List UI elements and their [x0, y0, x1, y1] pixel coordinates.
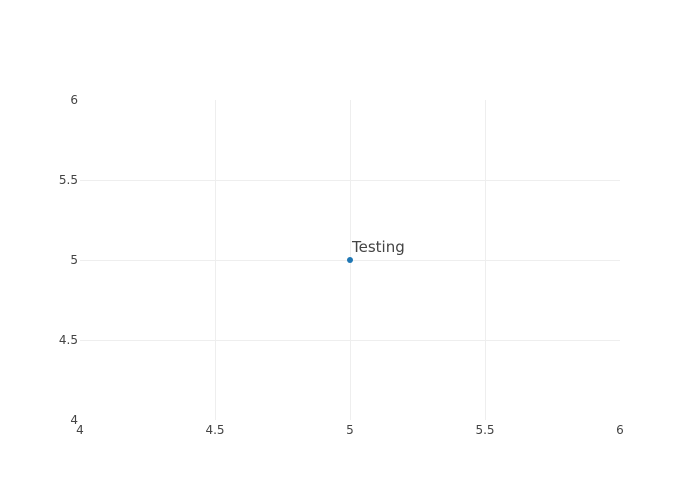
x-tick-label: 4.5	[205, 423, 224, 437]
data-point[interactable]	[347, 257, 353, 263]
x-tick-label: 4	[76, 423, 84, 437]
data-point-label: Testing	[351, 238, 405, 256]
x-tick-label: 5	[346, 423, 354, 437]
y-tick-label: 6	[70, 93, 78, 107]
y-tick-label: 5.5	[59, 173, 78, 187]
y-tick-label: 4.5	[59, 333, 78, 347]
x-tick-label: 5.5	[475, 423, 494, 437]
data-labels: Testing	[351, 238, 405, 256]
y-tick-label: 5	[70, 253, 78, 267]
x-axis-ticks: 4 4.5 5 5.5 6	[76, 423, 624, 437]
y-axis-ticks: 4 4.5 5 5.5 6	[59, 93, 78, 427]
y-tick-label: 4	[70, 413, 78, 427]
x-tick-label: 6	[616, 423, 624, 437]
data-points	[347, 257, 353, 263]
